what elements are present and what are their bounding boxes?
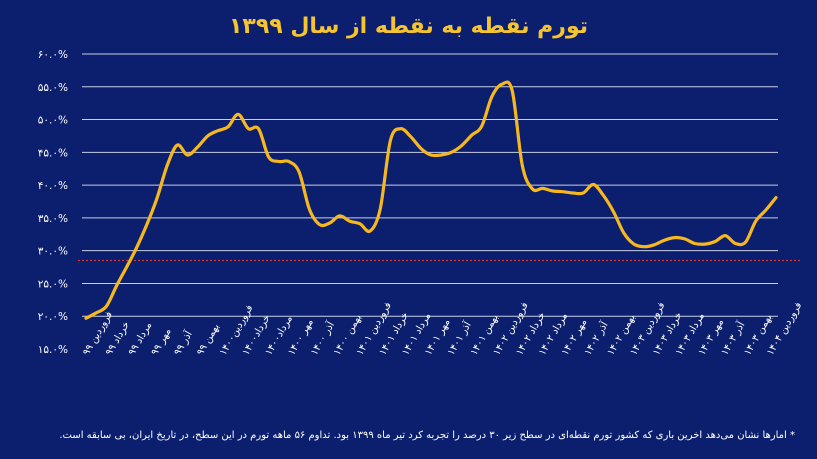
footnote: * آمارها نشان می‌دهد آخرین باری که کشور … bbox=[59, 430, 795, 441]
y-axis: ۱۵.۰% ۲۰.۰% ۲۵.۰% ۳۰.۰% ۳۵.۰% ۴۰.۰% ۴۵.۰% ۵۰.۰%… bbox=[38, 49, 68, 356]
x-tick-label: فروردین ۱۴۰۴ bbox=[765, 300, 804, 357]
y-tick-label: ۵۵.۰% bbox=[38, 82, 68, 94]
y-tick-label: ۱۵.۰% bbox=[38, 344, 68, 356]
y-tick-label: ۴۰.۰% bbox=[38, 180, 68, 192]
y-tick-label: ۲۵.۰% bbox=[38, 278, 68, 290]
series-line bbox=[84, 80, 778, 320]
y-tick-label: ۲۰.۰% bbox=[38, 311, 68, 323]
gridlines bbox=[82, 53, 778, 317]
y-tick-label: ۴۵.۰% bbox=[38, 147, 68, 159]
y-tick-label: ۳۰.۰% bbox=[38, 246, 68, 258]
chart-title: تورم نقطه به نقطه از سال ۱۳۹۹ bbox=[228, 14, 589, 39]
y-tick-label: ۶۰.۰% bbox=[38, 49, 68, 61]
x-tick-label: آذر ۹۹ bbox=[171, 327, 196, 357]
x-tick-label: مهر ۹۹ bbox=[149, 327, 173, 358]
y-tick-label: ۵۰.۰% bbox=[38, 115, 68, 127]
y-tick-label: ۳۵.۰% bbox=[38, 213, 68, 225]
